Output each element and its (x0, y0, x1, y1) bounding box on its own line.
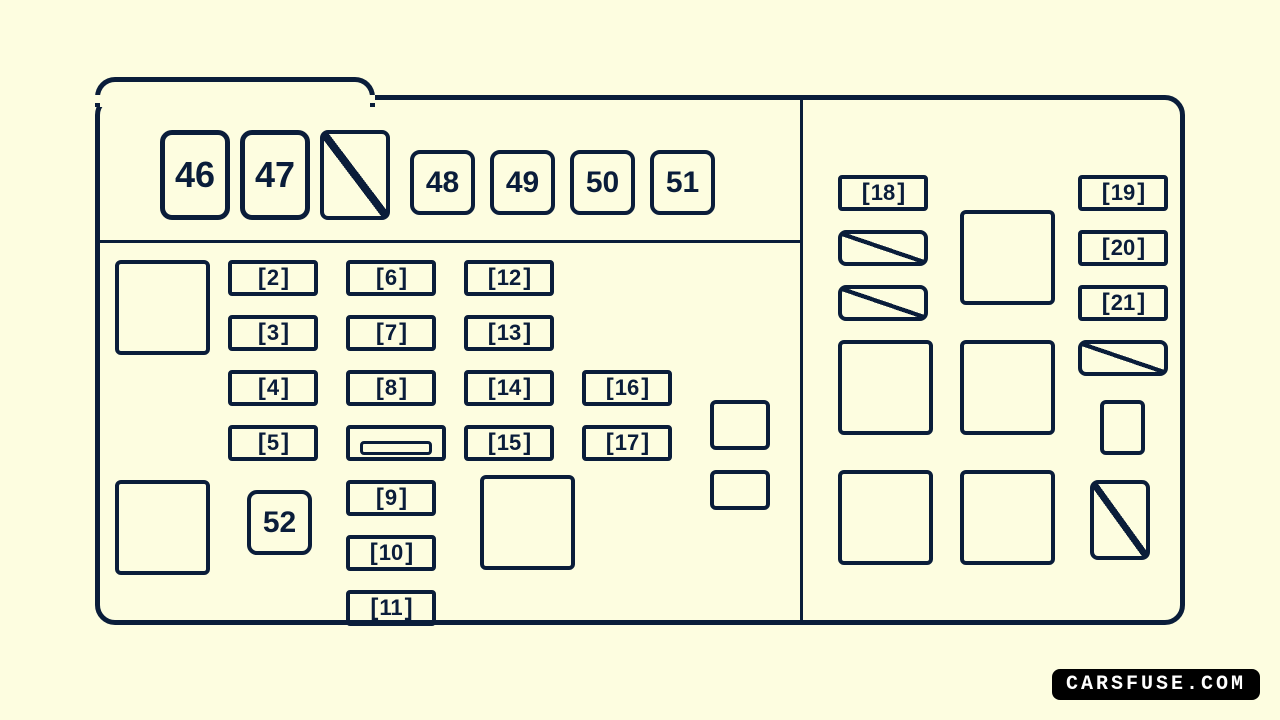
fuse-16: [16] (582, 370, 672, 406)
fuse-9: [9] (346, 480, 436, 516)
divider-horizontal (100, 240, 800, 243)
watermark: CARSFUSE.COM (1052, 669, 1260, 700)
rect-mid-2 (710, 400, 770, 450)
rect-left-1 (115, 260, 210, 355)
fuse-6: [6] (346, 260, 436, 296)
fuse-14: [14] (464, 370, 554, 406)
slash-1 (838, 230, 928, 266)
fuse-17: [17] (582, 425, 672, 461)
rect-r-small (1100, 400, 1145, 455)
tab-cutout (95, 95, 375, 103)
fuse-20: [20] (1078, 230, 1168, 266)
relay-48: 48 (410, 150, 475, 215)
fuse-15: [15] (464, 425, 554, 461)
fuse-8: [8] (346, 370, 436, 406)
fuse-4: [4] (228, 370, 318, 406)
rect-r4 (838, 470, 933, 565)
relay-blank-slash (320, 130, 390, 220)
rect-r5 (960, 470, 1055, 565)
rect-mid-3 (710, 470, 770, 510)
fuse-3: [3] (228, 315, 318, 351)
relay-46: 46 (160, 130, 230, 220)
fuse-puller (346, 425, 446, 461)
fuse-18: [18] (838, 175, 928, 211)
relay-52: 52 (247, 490, 312, 555)
relay-49: 49 (490, 150, 555, 215)
rect-r3 (960, 340, 1055, 435)
fuse-12: [12] (464, 260, 554, 296)
rect-r1 (960, 210, 1055, 305)
fuse-10: [10] (346, 535, 436, 571)
relay-51: 51 (650, 150, 715, 215)
divider-vertical (800, 100, 803, 620)
relay-47: 47 (240, 130, 310, 220)
fuse-21: [21] (1078, 285, 1168, 321)
relay-50: 50 (570, 150, 635, 215)
rect-mid-1 (480, 475, 575, 570)
fuse-11: [11] (346, 590, 436, 626)
fuse-7: [7] (346, 315, 436, 351)
fuse-5: [5] (228, 425, 318, 461)
slash-3 (1078, 340, 1168, 376)
slash-2 (838, 285, 928, 321)
fuse-19: [19] (1078, 175, 1168, 211)
slash-4 (1090, 480, 1150, 560)
fuse-2: [2] (228, 260, 318, 296)
rect-left-2 (115, 480, 210, 575)
fuse-13: [13] (464, 315, 554, 351)
rect-r2 (838, 340, 933, 435)
